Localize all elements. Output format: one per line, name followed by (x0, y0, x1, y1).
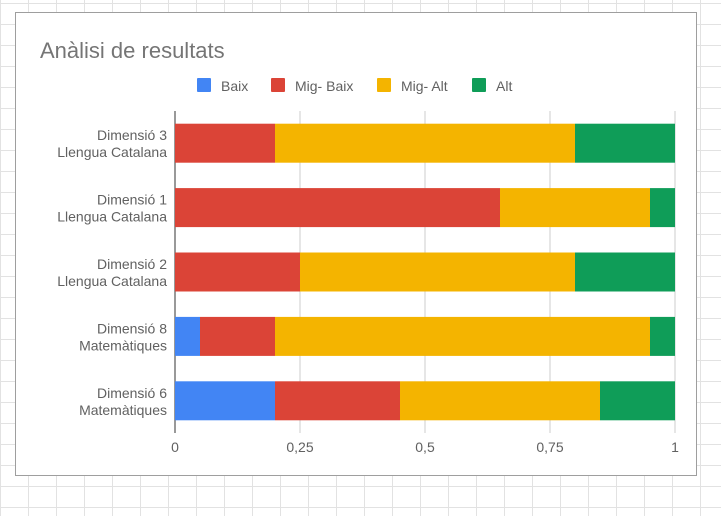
chart-title: Anàlisi de resultats (40, 38, 225, 63)
category-label: Dimensió 3 Llengua Catalana (57, 127, 167, 160)
category-label-line: Dimensió 8 (97, 320, 167, 336)
category-label-line: Dimensió 3 (97, 127, 167, 143)
x-tick-label: 0,5 (415, 439, 435, 455)
legend-label: Mig- Baix (295, 78, 353, 94)
bar-segment[interactable] (175, 188, 500, 228)
bar-segment[interactable] (200, 316, 275, 356)
chart-svg: Anàlisi de resultats Baix Mig- Baix Mig- A… (40, 38, 679, 455)
legend-label: Mig- Alt (401, 78, 448, 94)
x-tick-label: 0,75 (536, 439, 563, 455)
bar-segment[interactable] (575, 252, 675, 292)
category-label: Dimensió 1 Llengua Catalana (57, 192, 167, 225)
legend-swatch (271, 78, 285, 92)
category-label-line: Matemàtiques (79, 402, 167, 418)
chart-card: Anàlisi de resultats Baix Mig- Baix Mig- A… (15, 12, 697, 476)
category-label: Dimensió 6 Matemàtiques (79, 385, 167, 418)
x-tick-label: 1 (671, 439, 679, 455)
category-label-line: Dimensió 2 (97, 256, 167, 272)
x-tick-label: 0,25 (286, 439, 313, 455)
legend-swatch (197, 78, 211, 92)
legend-swatch (472, 78, 486, 92)
legend-swatch (377, 78, 391, 92)
bars (175, 123, 675, 421)
bar-segment[interactable] (175, 252, 300, 292)
category-label-line: Dimensió 6 (97, 385, 167, 401)
bar-segment[interactable] (275, 381, 400, 421)
bar-segment[interactable] (575, 123, 675, 163)
category-label-line: Llengua Catalana (57, 144, 167, 160)
x-tick-labels: 0 0,25 0,5 0,75 1 (171, 439, 679, 455)
bar-segment[interactable] (500, 188, 650, 228)
bar-segment[interactable] (650, 188, 675, 228)
bar-segment[interactable] (275, 123, 575, 163)
bar-segment[interactable] (175, 123, 275, 163)
bar-segment[interactable] (650, 316, 675, 356)
bar-segment[interactable] (300, 252, 575, 292)
bar-segment[interactable] (275, 316, 650, 356)
category-label-line: Dimensió 1 (97, 192, 167, 208)
category-label-line: Llengua Catalana (57, 273, 167, 289)
bar-segment[interactable] (400, 381, 600, 421)
legend-label: Baix (221, 78, 248, 94)
bar-segment[interactable] (175, 316, 200, 356)
bar-segment[interactable] (175, 381, 275, 421)
category-label-line: Matemàtiques (79, 337, 167, 353)
bar-segment[interactable] (600, 381, 675, 421)
category-label: Dimensió 2 Llengua Catalana (57, 256, 167, 289)
category-label: Dimensió 8 Matemàtiques (79, 320, 167, 353)
x-tick-label: 0 (171, 439, 179, 455)
legend: Baix Mig- Baix Mig- Alt Alt (197, 78, 512, 94)
category-label-line: Llengua Catalana (57, 209, 167, 225)
legend-label: Alt (496, 78, 512, 94)
